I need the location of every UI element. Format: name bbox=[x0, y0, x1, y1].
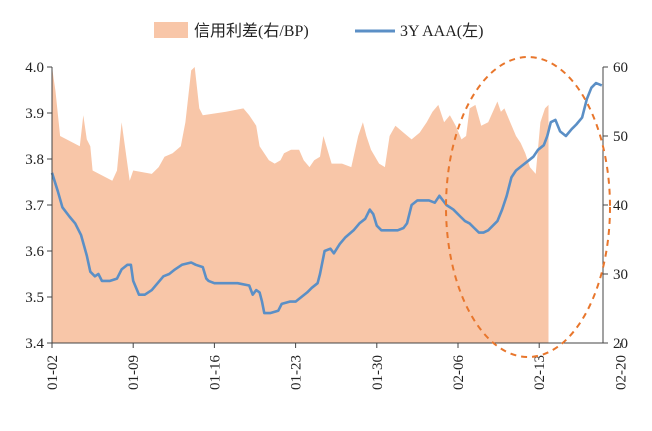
x-tick-label: 02-13 bbox=[532, 355, 548, 390]
legend-label-yield: 3Y AAA(左) bbox=[400, 22, 483, 40]
legend: 信用利差(右/BP) 3Y AAA(左) bbox=[154, 22, 483, 40]
x-tick-label: 01-09 bbox=[126, 355, 142, 390]
legend-label-spread: 信用利差(右/BP) bbox=[194, 22, 309, 40]
y-left-tick-label: 3.4 bbox=[25, 336, 44, 352]
y-right-tick-label: 60 bbox=[613, 60, 628, 76]
legend-swatch-spread bbox=[154, 22, 188, 38]
x-tick-label: 02-20 bbox=[613, 355, 629, 390]
y-left-tick-label: 4.0 bbox=[25, 60, 44, 76]
x-tick-label: 01-16 bbox=[207, 355, 223, 390]
x-tick-label: 01-23 bbox=[289, 355, 305, 390]
yield-line bbox=[50, 81, 603, 315]
y-right-tick-label: 50 bbox=[613, 129, 628, 145]
y-left-tick-label: 3.8 bbox=[25, 152, 44, 168]
y-left-tick-label: 3.5 bbox=[25, 290, 44, 306]
x-tick-label: 01-02 bbox=[45, 355, 61, 390]
spread-area-layer bbox=[52, 67, 549, 343]
y-left-tick-label: 3.9 bbox=[25, 106, 44, 122]
x-tick-label: 01-30 bbox=[370, 355, 386, 390]
x-tick-label: 02-06 bbox=[451, 355, 467, 390]
spread-area bbox=[52, 67, 549, 343]
y-right-tick-label: 30 bbox=[613, 267, 628, 283]
highlight-ellipse bbox=[445, 56, 611, 358]
y-left-tick-label: 3.7 bbox=[25, 198, 44, 214]
y-left-tick-label: 3.6 bbox=[25, 244, 44, 260]
yield-line-layer bbox=[50, 81, 603, 315]
y-right-tick-label: 40 bbox=[613, 198, 628, 214]
